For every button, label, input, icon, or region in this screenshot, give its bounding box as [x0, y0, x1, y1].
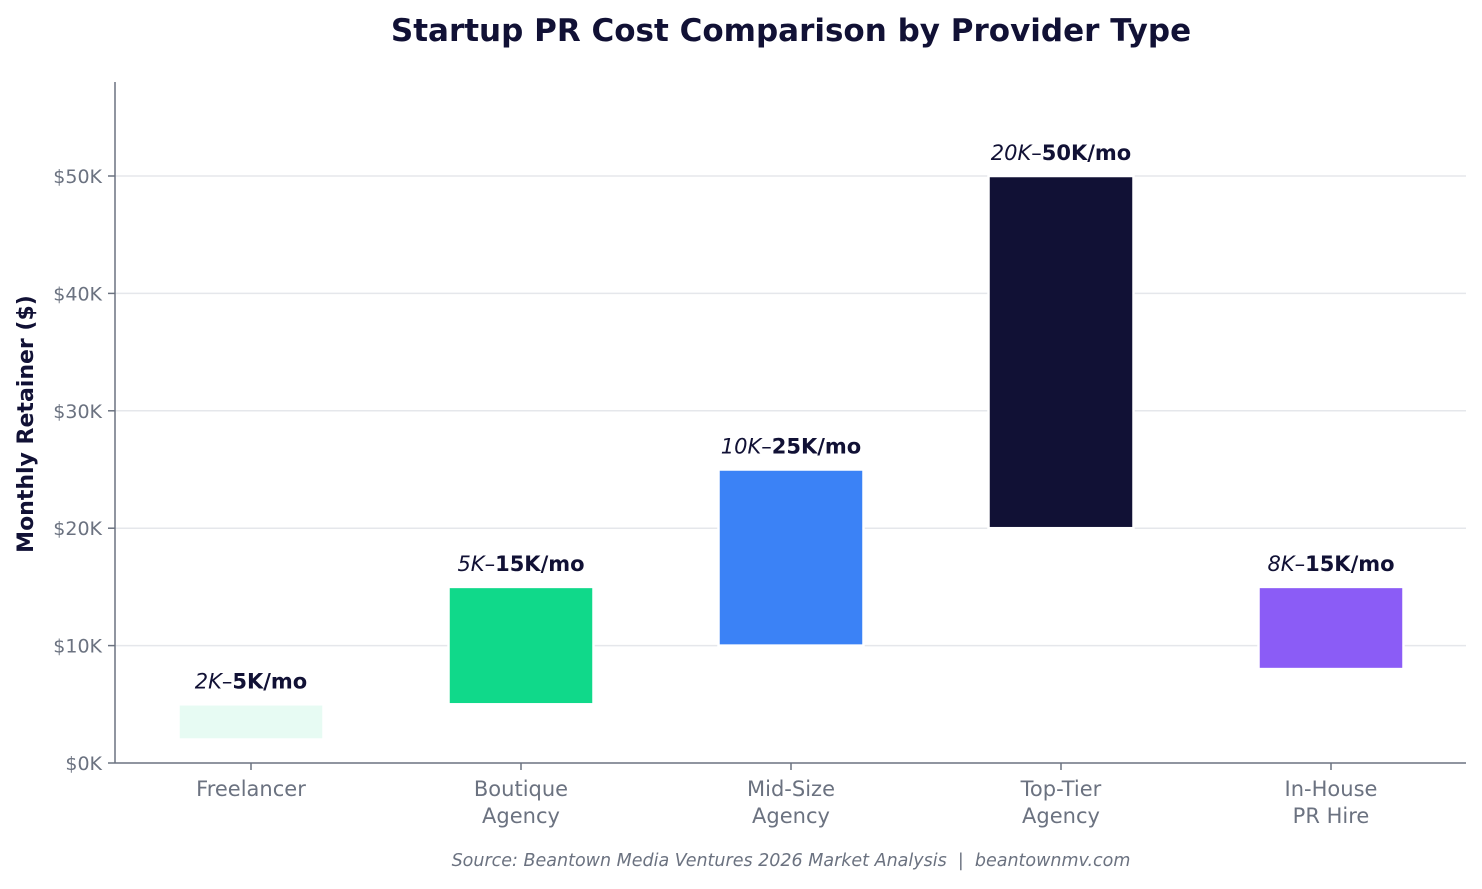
x-tick-label-line: Mid-Size — [747, 777, 835, 801]
grid-lines — [115, 175, 1466, 647]
x-tick-label-line: Freelancer — [196, 777, 306, 801]
bar-1 — [447, 585, 595, 706]
y-tick-label: $30K — [53, 401, 102, 423]
bar-value-label: 2K–5K/mo — [195, 669, 308, 693]
bar-4 — [1257, 585, 1405, 671]
bar-3 — [987, 174, 1135, 530]
y-tick-label: $10K — [53, 636, 102, 658]
bar-label-high: 15K/mo — [1305, 552, 1394, 576]
bar-label-separator: – — [1295, 552, 1306, 576]
bar-2 — [717, 468, 865, 647]
bar-label-low: 8K — [1267, 552, 1296, 576]
bar-label-low: 10K — [721, 435, 764, 459]
bar-label-separator: – — [1031, 141, 1042, 165]
bar-label-high: 5K/mo — [232, 669, 307, 693]
bar-label-low: 2K — [195, 669, 224, 693]
x-tick-label-line: Agency — [1022, 804, 1100, 828]
bar-label-separator: – — [761, 435, 772, 459]
bar-value-label: 10K–25K/mo — [721, 435, 861, 459]
x-tick-label-line: Top-Tier — [1020, 777, 1102, 801]
bar-label-low: 5K — [457, 552, 486, 576]
x-tick-label-line: In-House — [1285, 777, 1378, 801]
bar-label-low: 20K — [991, 141, 1034, 165]
bar-label-high: 25K/mo — [772, 435, 861, 459]
axes — [108, 82, 1466, 770]
y-tick-labels: $0K $10K $20K $30K $40K $50K — [53, 166, 102, 775]
x-tick-label: Boutique Agency — [474, 777, 568, 828]
x-tick-label-line: Agency — [482, 804, 560, 828]
y-tick-label: $20K — [53, 518, 102, 540]
bar-label-high: 50K/mo — [1042, 141, 1131, 165]
x-tick-label-line: Agency — [752, 804, 830, 828]
chart-title: Startup PR Cost Comparison by Provider T… — [391, 13, 1191, 49]
bar-value-label: 5K–15K/mo — [457, 552, 584, 576]
y-tick-label: $0K — [65, 753, 102, 775]
x-tick-label: Freelancer — [196, 777, 306, 801]
x-tick-label: In-House PR Hire — [1285, 777, 1378, 828]
y-axis-label: Monthly Retainer ($) — [14, 295, 39, 553]
bar-label-high: 15K/mo — [495, 552, 584, 576]
bar-value-label: 20K–50K/mo — [991, 141, 1131, 165]
y-tick-label: $40K — [53, 283, 102, 305]
x-tick-label-line: PR Hire — [1293, 804, 1370, 828]
data-labels: 2K–5K/mo5K–15K/mo10K–25K/mo20K–50K/mo8K–… — [195, 141, 1395, 693]
source-note: Source: Beantown Media Ventures 2026 Mar… — [452, 851, 1131, 871]
x-tick-label: Mid-Size Agency — [747, 777, 835, 828]
bars — [177, 174, 1405, 741]
x-tick-label-line: Boutique — [474, 777, 568, 801]
bar-value-label: 8K–15K/mo — [1267, 552, 1394, 576]
bar-0 — [177, 703, 325, 741]
x-tick-label: Top-Tier Agency — [1020, 777, 1102, 828]
bar-label-separator: – — [222, 669, 233, 693]
y-tick-label: $50K — [53, 166, 102, 188]
bar-label-separator: – — [485, 552, 496, 576]
